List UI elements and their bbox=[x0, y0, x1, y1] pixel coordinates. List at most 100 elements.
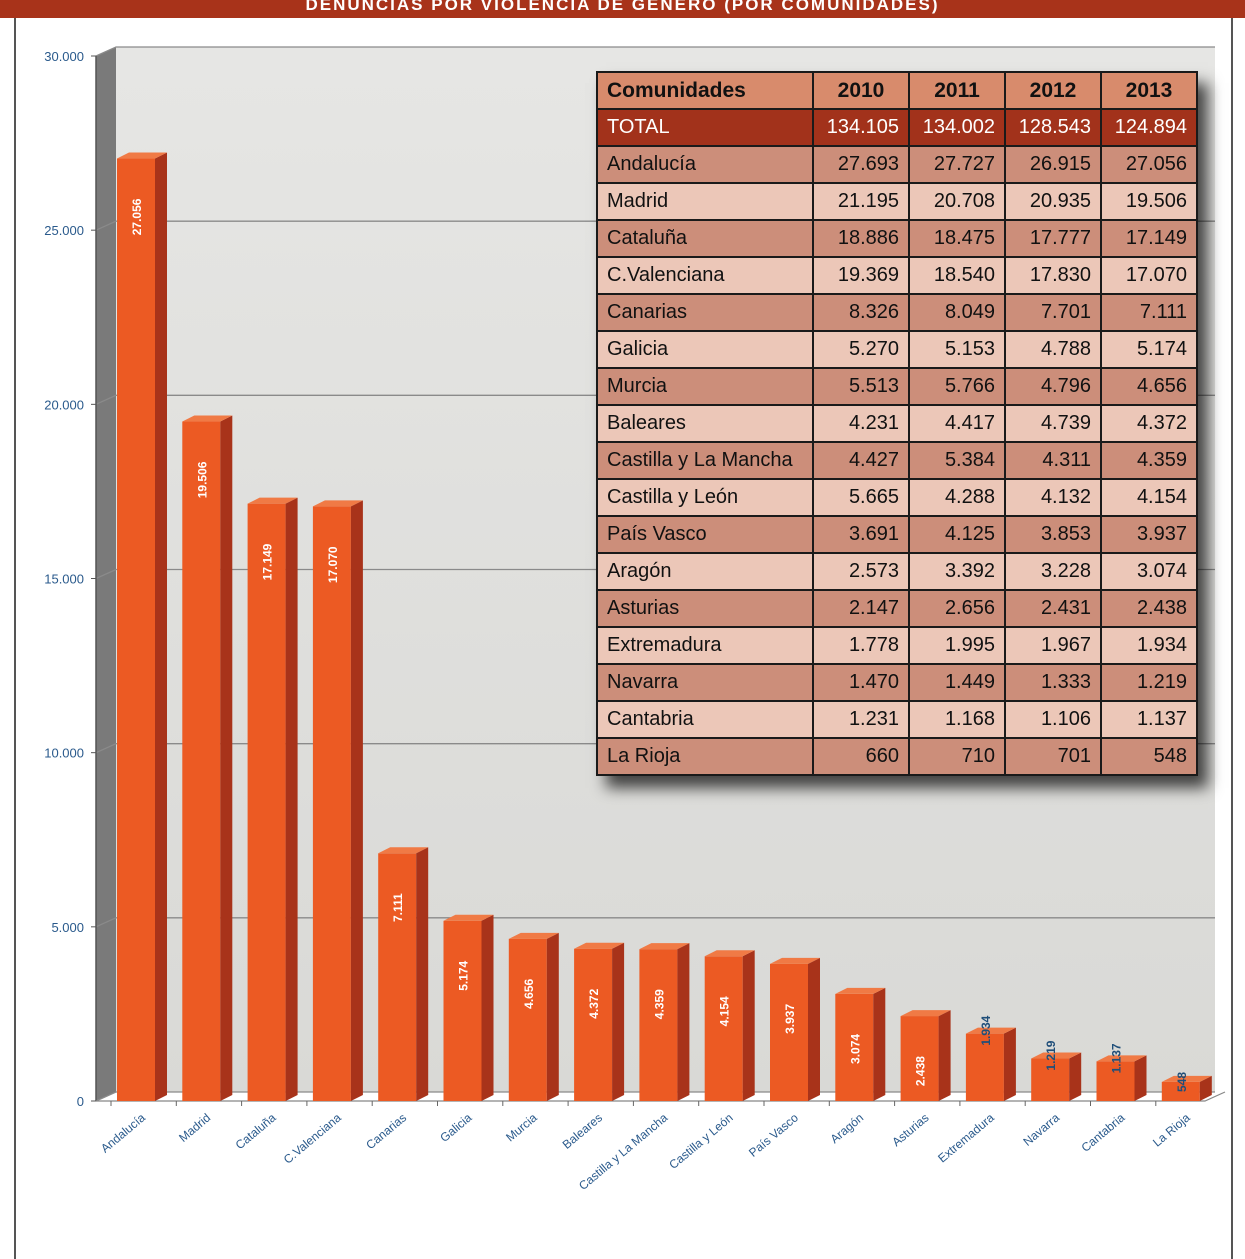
row-value: 3.937 bbox=[1100, 515, 1198, 554]
bar-side bbox=[1199, 1075, 1212, 1101]
y-axis: 0 5.000 10.000 15.000 20.000 25.000 30.000 bbox=[44, 49, 1226, 1109]
table-row: Andalucía 27.693 27.727 26.915 27.056 bbox=[596, 145, 1198, 184]
bar-top bbox=[182, 415, 233, 422]
row-name: Baleares bbox=[596, 404, 814, 443]
x-tick-label: Extremadura bbox=[935, 1110, 997, 1165]
bar-top bbox=[770, 957, 820, 964]
data-label: 4.372 bbox=[587, 988, 601, 1018]
bar-front bbox=[965, 1033, 1004, 1101]
y-tick-label: 25.000 bbox=[44, 223, 84, 238]
bar-top bbox=[704, 950, 755, 957]
x-tick-label: La Rioja bbox=[1150, 1110, 1193, 1149]
row-value: 4.231 bbox=[812, 404, 910, 443]
data-label: 4.359 bbox=[652, 989, 666, 1019]
row-value: 17.830 bbox=[1004, 256, 1102, 295]
bar-side bbox=[677, 943, 690, 1101]
bar bbox=[1031, 1052, 1082, 1101]
row-name: TOTAL bbox=[596, 108, 814, 147]
row-value: 5.384 bbox=[908, 441, 1006, 480]
x-tick-label: Baleares bbox=[560, 1111, 605, 1152]
data-label: 17.070 bbox=[326, 546, 340, 583]
bar-front bbox=[443, 920, 482, 1101]
gridline bbox=[95, 917, 1215, 928]
row-value: 17.777 bbox=[1004, 219, 1102, 258]
table-total-row: TOTAL 134.105 134.002 128.543 124.894 bbox=[596, 108, 1198, 147]
row-value: 18.540 bbox=[908, 256, 1006, 295]
bar-side bbox=[416, 847, 429, 1101]
bar-side bbox=[938, 1010, 951, 1101]
row-name: Asturias bbox=[596, 589, 814, 628]
row-value: 1.168 bbox=[908, 700, 1006, 739]
row-value: 4.427 bbox=[812, 441, 910, 480]
row-name: País Vasco bbox=[596, 515, 814, 554]
y-tick-label: 15.000 bbox=[44, 572, 84, 587]
bar-top bbox=[574, 942, 625, 949]
x-tick-label: Madrid bbox=[176, 1111, 213, 1145]
row-value: 660 bbox=[812, 737, 910, 776]
x-axis: Andalucía Madrid Cataluña C.Valenciana Canar… bbox=[98, 1101, 1193, 1193]
x-tick-label: Asturias bbox=[889, 1111, 931, 1150]
y-tick-label: 20.000 bbox=[44, 397, 84, 412]
bar bbox=[117, 152, 167, 1102]
row-value: 4.372 bbox=[1100, 404, 1198, 443]
bar-front bbox=[639, 949, 678, 1101]
row-value: 1.470 bbox=[812, 663, 910, 702]
row-value: 2.147 bbox=[812, 589, 910, 628]
bar bbox=[704, 950, 755, 1101]
bar-top bbox=[835, 987, 886, 994]
bar-front bbox=[312, 506, 351, 1101]
row-name: Aragón bbox=[596, 552, 814, 591]
table-row: Murcia 5.513 5.766 4.796 4.656 bbox=[596, 367, 1198, 406]
table-row: Navarra 1.470 1.449 1.333 1.219 bbox=[596, 663, 1198, 702]
bar-top bbox=[378, 847, 429, 854]
data-labels: 27.056 19.506 17.149 17.070 7.111 5.174 4.656 4… bbox=[130, 198, 1189, 1092]
row-value: 27.727 bbox=[908, 145, 1006, 184]
row-value: 4.788 bbox=[1004, 330, 1102, 369]
data-label: 3.937 bbox=[783, 1004, 797, 1034]
row-value: 4.311 bbox=[1004, 441, 1102, 480]
row-name: Castilla y La Mancha bbox=[596, 441, 814, 480]
row-name: Extremadura bbox=[596, 626, 814, 665]
bar bbox=[639, 943, 690, 1101]
bar-front bbox=[117, 158, 155, 1102]
row-value: 2.431 bbox=[1004, 589, 1102, 628]
row-value: 7.111 bbox=[1100, 293, 1198, 332]
bar-front bbox=[247, 503, 286, 1101]
bar-side bbox=[1134, 1055, 1147, 1101]
bar bbox=[182, 415, 233, 1101]
row-value: 4.125 bbox=[908, 515, 1006, 554]
row-value: 4.656 bbox=[1100, 367, 1198, 406]
bar bbox=[1161, 1075, 1212, 1101]
bar-front bbox=[704, 956, 743, 1101]
row-value: 1.449 bbox=[908, 663, 1006, 702]
data-label: 4.154 bbox=[718, 996, 732, 1026]
bar-top bbox=[1096, 1055, 1147, 1062]
bar bbox=[835, 987, 886, 1101]
row-value: 2.573 bbox=[812, 552, 910, 591]
row-value: 3.691 bbox=[812, 515, 910, 554]
row-value: 4.359 bbox=[1100, 441, 1198, 480]
row-value: 21.195 bbox=[812, 182, 910, 221]
y-tick-label: 10.000 bbox=[44, 746, 84, 761]
row-value: 8.326 bbox=[812, 293, 910, 332]
bar bbox=[378, 847, 429, 1101]
row-value: 19.506 bbox=[1100, 182, 1198, 221]
bars bbox=[117, 152, 1212, 1102]
y-tick-label: 30.000 bbox=[44, 49, 84, 64]
header-title: DENUNCIAS POR VIOLENCIA DE GÉNERO (POR C… bbox=[0, 0, 1245, 18]
bar bbox=[965, 1027, 1016, 1101]
bar-top bbox=[1031, 1052, 1082, 1059]
data-label: 4.656 bbox=[522, 978, 536, 1008]
chart-frame bbox=[14, 18, 1233, 1259]
bar-side bbox=[1003, 1027, 1016, 1101]
table-row: Asturias 2.147 2.656 2.431 2.438 bbox=[596, 589, 1198, 628]
bar-side bbox=[285, 497, 298, 1101]
row-value: 710 bbox=[908, 737, 1006, 776]
row-value: 20.708 bbox=[908, 182, 1006, 221]
header-cell-name: Comunidades bbox=[596, 71, 814, 110]
row-value: 4.417 bbox=[908, 404, 1006, 443]
row-value: 20.935 bbox=[1004, 182, 1102, 221]
row-value: 701 bbox=[1004, 737, 1102, 776]
row-value: 8.049 bbox=[908, 293, 1006, 332]
row-value: 7.701 bbox=[1004, 293, 1102, 332]
